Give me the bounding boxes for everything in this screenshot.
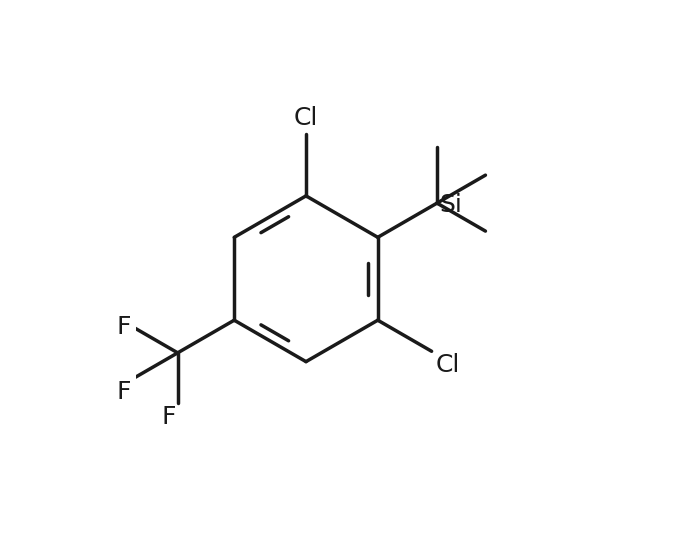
Text: F: F [117, 315, 131, 339]
Text: F: F [117, 380, 131, 404]
Text: Si: Si [439, 193, 462, 217]
Text: Cl: Cl [436, 353, 460, 378]
Text: F: F [161, 405, 175, 429]
Text: Cl: Cl [294, 107, 318, 130]
